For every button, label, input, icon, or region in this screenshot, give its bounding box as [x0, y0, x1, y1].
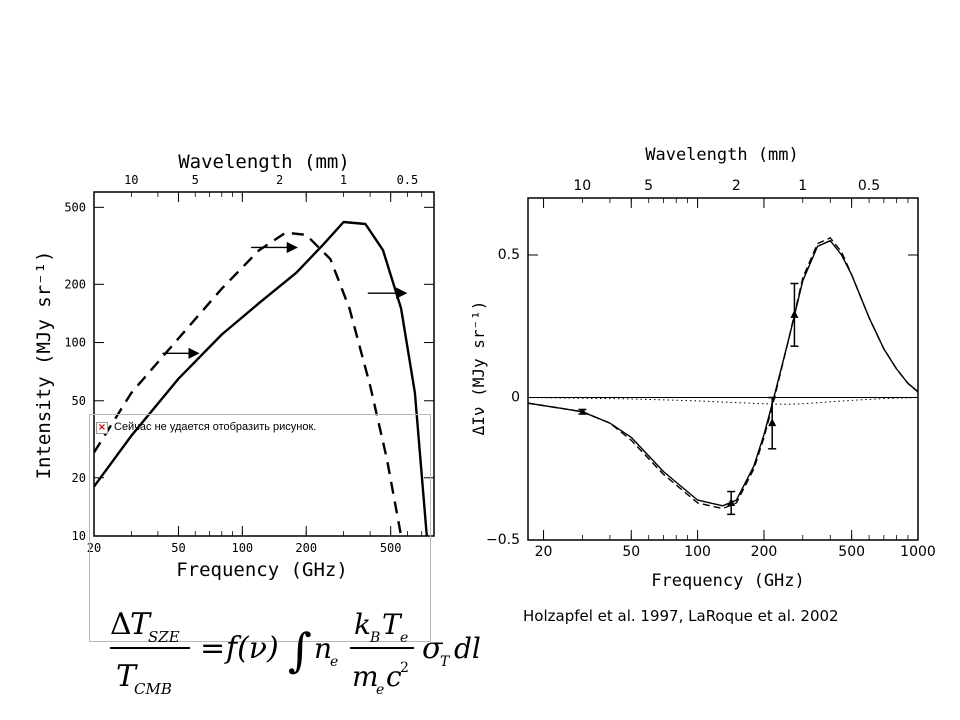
plot-frame-1 [527, 197, 919, 541]
formula-sub-sze: SZE [148, 628, 180, 646]
y-tick-label: 0.5 [498, 247, 520, 263]
left-chart-top-axis-label: Wavelength (mm) [178, 151, 350, 173]
y-tick-label: 500 [64, 200, 86, 214]
top-tick-label: 2 [276, 173, 283, 187]
formula-t-e: T [382, 608, 403, 641]
formula-sigma: σ [422, 631, 444, 666]
right-chart-x-axis-label: Frequency (GHz) [651, 571, 805, 591]
y-tick-label: 50 [72, 394, 86, 408]
citation-text: Holzapfel et al. 1997, LaRoque et al. 20… [523, 607, 839, 625]
y-tick-label: 100 [64, 336, 86, 350]
formula-n: n [314, 632, 332, 665]
y-tick-label: −0.5 [486, 532, 520, 548]
x-tick-label: 20 [87, 541, 101, 555]
formula-integral: ∫ [288, 623, 312, 677]
x-tick-label: 20 [535, 544, 553, 560]
formula-n-sub-e: e [330, 654, 338, 670]
sz-formula: Δ T SZE T CMB = f(ν) ∫ n e k B T e m e c… [110, 607, 481, 698]
formula-f-nu: f(ν) [224, 631, 279, 666]
x-tick-label: 200 [751, 544, 778, 560]
broken-image-icon: × [96, 422, 108, 434]
right-chart-top-axis-label: Wavelength (mm) [645, 145, 799, 165]
broken-image-placeholder: × Сейчас не удается отобразить рисунок. [89, 414, 431, 642]
formula-m-sub-e: e [376, 682, 384, 698]
data-point-triangle [790, 309, 799, 318]
y-tick-label: 10 [72, 529, 86, 543]
formula-dl: dl [454, 632, 481, 665]
series-line-solid [527, 239, 919, 507]
data-point-triangle [768, 418, 777, 427]
formula-t-numerator: T [130, 607, 152, 642]
formula-k: k [354, 608, 371, 641]
formula-m: m [352, 660, 379, 693]
x-tick-label: 200 [295, 541, 317, 555]
formula-sub-cmb: CMB [134, 680, 172, 698]
formula-exponent-2: 2 [400, 660, 409, 676]
right-chart: 20 50 100 200 500 1000 10 5 2 1 0.5 −0.5 0 0.5 [486, 178, 936, 560]
x-tick-label: 500 [380, 541, 402, 555]
broken-image-text: Сейчас не удается отобразить рисунок. [114, 421, 317, 433]
top-tick-label: 2 [732, 178, 741, 194]
y-tick-label: 20 [72, 471, 86, 485]
series-line-solid [94, 220, 428, 536]
top-tick-label: 0.5 [397, 173, 419, 187]
x-tick-label: 500 [838, 544, 865, 560]
formula-delta: Δ [110, 607, 132, 642]
formula-c: c [386, 660, 402, 693]
left-chart-x-axis-label: Frequency (GHz) [176, 559, 348, 581]
formula-k-sub-b: B [369, 630, 380, 646]
top-tick-label: 10 [573, 178, 591, 194]
series-line-dashed [94, 231, 403, 536]
right-chart-y-axis-label: ΔIν (MJy sr⁻¹) [469, 301, 488, 436]
series-line-dotted [527, 397, 919, 405]
top-tick-label: 0.5 [858, 178, 880, 194]
top-tick-label: 1 [798, 178, 807, 194]
plot-frame-0 [93, 191, 435, 537]
left-chart-y-axis-label: Intensity (MJy sr⁻¹) [33, 251, 55, 480]
data-point-triangle [727, 497, 736, 506]
y-tick-label: 0 [511, 390, 520, 406]
x-tick-label: 100 [684, 544, 711, 560]
formula-equals: = [200, 631, 225, 666]
formula-t-sub-e: e [400, 630, 408, 646]
formula-sigma-sub-t: T [440, 654, 451, 670]
x-tick-label: 50 [171, 541, 185, 555]
series-line-dashed [527, 237, 919, 510]
x-tick-label: 100 [231, 541, 253, 555]
top-tick-label: 5 [644, 178, 653, 194]
y-tick-label: 200 [64, 277, 86, 291]
top-tick-label: 1 [340, 173, 347, 187]
x-tick-label: 50 [622, 544, 640, 560]
top-tick-label: 5 [192, 173, 199, 187]
top-tick-label: 10 [124, 173, 138, 187]
data-point [579, 409, 585, 415]
x-tick-label: 1000 [900, 544, 936, 560]
formula-t-denominator: T [116, 659, 138, 694]
